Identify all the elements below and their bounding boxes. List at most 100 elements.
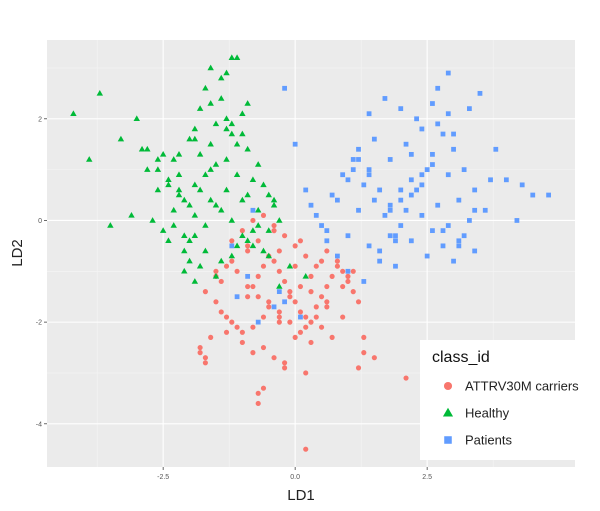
square-point [403, 141, 409, 147]
square-point [430, 162, 435, 167]
triangle-point [202, 171, 209, 177]
circle-point [266, 299, 272, 305]
triangle-point [196, 186, 204, 193]
square-point [419, 182, 425, 188]
square-point [335, 197, 340, 203]
square-point [382, 212, 388, 218]
square-point [324, 238, 330, 244]
triangle-point [228, 217, 236, 223]
circle-point [276, 309, 282, 315]
circle-point [276, 314, 282, 320]
circle-point [361, 350, 367, 356]
triangle-point [244, 145, 251, 152]
square-point [366, 167, 372, 173]
triangle-point [207, 100, 214, 106]
triangle-point [191, 232, 199, 238]
triangle-point [202, 247, 209, 254]
square-point [519, 182, 525, 188]
square-point [361, 279, 367, 284]
y-tick-label: 2 [38, 116, 42, 123]
circle-point [202, 355, 208, 361]
square-point [292, 141, 298, 147]
circle-point [334, 258, 340, 264]
circle-point [245, 283, 251, 290]
triangle-point [138, 145, 146, 152]
circle-point [303, 324, 309, 330]
triangle-point [270, 201, 278, 208]
triangle-point [212, 201, 220, 208]
triangle-point [249, 176, 257, 183]
circle-point [340, 314, 346, 320]
x-tick-label: 2.5 [422, 474, 432, 481]
square-point [419, 126, 425, 132]
circle-point [324, 299, 330, 305]
square-point [393, 263, 398, 269]
circle-point [245, 243, 251, 249]
triangle-point [175, 186, 183, 193]
square-point [250, 207, 256, 213]
circle-point [313, 304, 319, 310]
square-point [445, 223, 451, 228]
circle-point [297, 238, 304, 244]
y-axis-title: LD2 [9, 239, 26, 267]
square-point [393, 233, 398, 239]
triangle-point [233, 171, 241, 177]
square-point [356, 207, 361, 213]
triangle-point [212, 273, 220, 279]
triangle-point [239, 110, 246, 116]
square-point [451, 258, 456, 264]
circle-point [276, 319, 282, 325]
square-point [234, 294, 240, 300]
circle-point [287, 289, 293, 295]
triangle-point [175, 191, 183, 198]
circle-point [334, 263, 340, 269]
y-axis-ticks: -4 -2 0 2 [36, 116, 47, 428]
circle-point [234, 324, 240, 330]
triangle-point [265, 227, 272, 233]
triangle-point [181, 232, 188, 238]
circle-point [271, 258, 277, 264]
circle-point [255, 294, 261, 300]
circle-point [255, 400, 261, 407]
square-point [467, 218, 472, 223]
square-point [419, 212, 425, 218]
triangle-point [186, 257, 193, 264]
square-point [271, 304, 277, 310]
square-point [440, 228, 446, 234]
triangle-point [254, 222, 262, 228]
square-point [488, 177, 493, 183]
square-point [350, 167, 356, 173]
square-point [356, 157, 361, 162]
triangle-point [260, 181, 267, 188]
circle-point [202, 289, 208, 295]
triangle-point [244, 100, 251, 106]
circle-point [282, 233, 288, 239]
square-point [461, 167, 467, 173]
circle-point [340, 268, 346, 274]
triangle-point [212, 120, 220, 127]
triangle-point [202, 84, 209, 91]
circle-point [303, 446, 309, 452]
circle-point [271, 222, 277, 229]
triangle-point [186, 237, 193, 244]
square-point [276, 289, 282, 295]
square-point [408, 151, 414, 157]
triangle-point [165, 176, 172, 183]
circle-point [318, 324, 325, 330]
circle-point [260, 212, 267, 218]
square-point [440, 243, 446, 249]
triangle-point [249, 227, 257, 233]
square-point [366, 111, 372, 117]
triangle-point [249, 242, 257, 249]
square-point [477, 90, 483, 96]
triangle-point [260, 247, 267, 254]
square-point [313, 212, 319, 218]
triangle-point [218, 257, 225, 264]
triangle-point [202, 222, 209, 228]
circle-point [260, 385, 267, 391]
circle-point [213, 268, 219, 274]
legend-title: class_id [432, 349, 490, 366]
triangle-point [239, 232, 246, 238]
circle-point [282, 360, 288, 366]
